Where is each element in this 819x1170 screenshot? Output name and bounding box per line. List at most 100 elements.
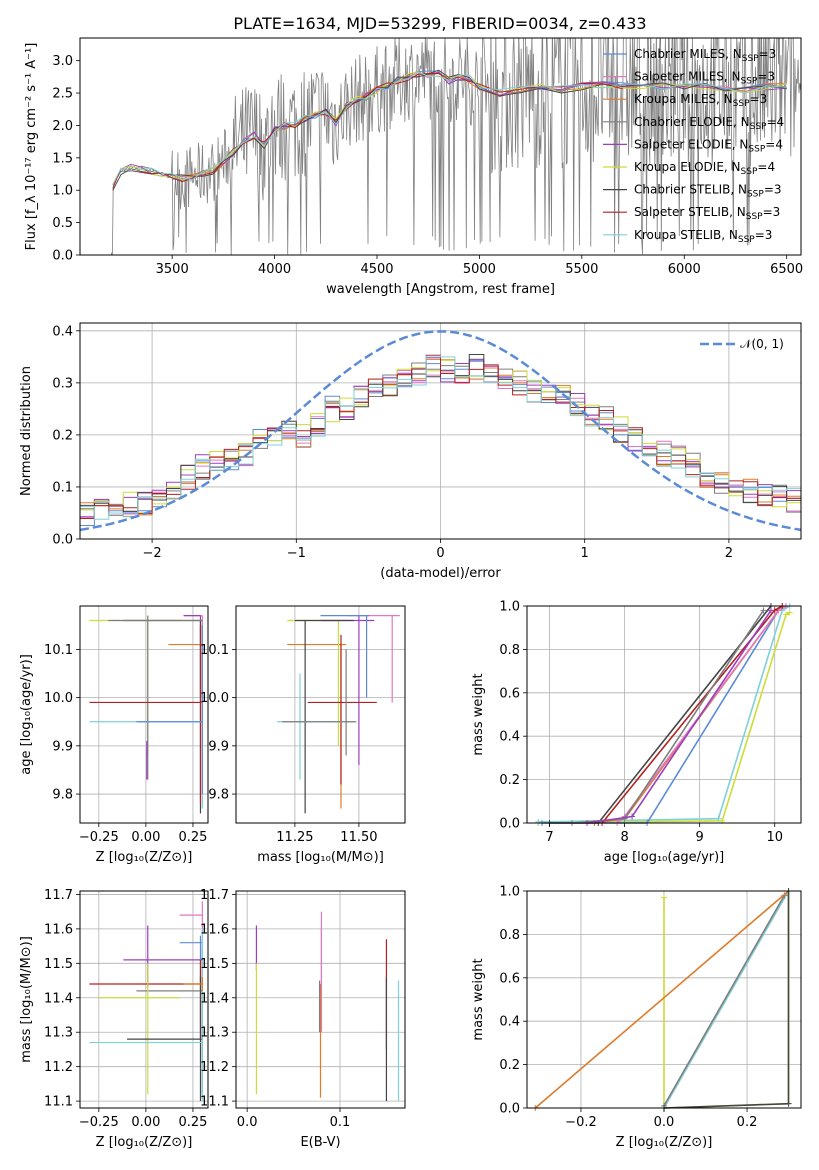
y-tick-label: 10.0 (200, 691, 229, 706)
y-tick-label: 2.0 (52, 119, 73, 134)
legend-sub: SSP (748, 144, 765, 154)
y-tick-label: 11.7 (200, 888, 229, 903)
histogram-kroupa-stelib (80, 355, 801, 520)
spectrum-plot-area (110, 38, 801, 255)
legend-tail: =3 (759, 47, 777, 61)
y-tick-label: 0.4 (499, 730, 520, 745)
cumulative-line (594, 605, 783, 824)
y-tick-label: 10.0 (44, 691, 73, 706)
legend-name: Kroupa STELIB, N (634, 228, 738, 242)
y-tick-label: 11.4 (44, 991, 73, 1006)
y-tick-label: 9.8 (208, 788, 229, 803)
x-tick-label: 6500 (770, 262, 803, 277)
x-tick-label: −0.2 (565, 1115, 597, 1130)
legend-sub: SSP (738, 235, 755, 245)
y-tick-label: 11.7 (44, 888, 73, 903)
y-axis-label: mass [log₁₀(M/M⊙)] (19, 936, 34, 1063)
x-tick-label: −0.25 (79, 1115, 119, 1130)
y-tick-label: 10.1 (200, 643, 229, 658)
axes-frame (79, 605, 209, 824)
x-axis-label: Z [log₁₀(Z/Z⊙)] (616, 1135, 713, 1150)
axes-frame (79, 890, 209, 1109)
x-axis-label: Z [log₁₀(Z/Z⊙)] (96, 1135, 193, 1150)
y-tick-label: 11.3 (200, 1026, 229, 1041)
y-tick-label: 0.6 (499, 686, 520, 701)
legend-entry: Salpeter STELIB, NSSP=3 (634, 205, 780, 222)
legend-sub: SSP (746, 212, 763, 222)
x-tick-label: 0.0 (237, 1115, 258, 1130)
age-vs-mass-panel: 11.25 11.50 9.8 9.9 10.0 10.1 mass [log₁₀(M/M⊙… (200, 605, 406, 865)
legend-tail: =4 (766, 115, 784, 129)
data-point (629, 813, 636, 820)
x-tick-label: −1 (287, 546, 306, 561)
normal-curve (80, 330, 801, 532)
residuals-plot-area (80, 330, 801, 532)
legend-entry: Chabrier MILES, NSSP=3 (634, 47, 776, 64)
mass-vs-Z-plot-area (89, 901, 203, 1102)
y-tick-label: 0.5 (52, 216, 73, 231)
y-tick-label: 9.9 (208, 739, 229, 754)
y-tick-label: 11.2 (44, 1060, 73, 1075)
x-axis-label: Z [log₁₀(Z/Z⊙)] (96, 850, 193, 865)
legend-entry: Kroupa ELODIE, NSSP=4 (634, 160, 775, 177)
cumulative-line (663, 890, 790, 1109)
y-tick-label: 11.1 (44, 1095, 73, 1110)
legend-sub: SSP (741, 77, 758, 87)
mass-vs-ebv-panel: 0.0 0.1 11.1 11.2 11.3 11.4 11.5 11.6 11.7 E(B-V) (200, 888, 406, 1150)
y-tick-label: 11.3 (44, 1026, 73, 1041)
x-axis-label: mass [log₁₀(M/M⊙)] (257, 850, 384, 865)
data-point (535, 818, 542, 825)
legend-entry: Kroupa STELIB, NSSP=3 (634, 228, 772, 245)
x-tick-label: 4000 (258, 262, 291, 277)
axes-frame (235, 890, 406, 1109)
spectrum-panel: 3500 4000 4500 5000 5500 6000 6500 0.0 0.5 1.0 1.5… (24, 37, 803, 297)
data-point (786, 609, 793, 616)
legend-entry: Salpeter MILES, NSSP=3 (634, 70, 775, 87)
y-tick-label: 1.5 (52, 151, 73, 166)
legend-sub: SSP (741, 167, 758, 177)
residuals-panel: −2 −1 0 1 2 0.0 0.1 0.2 0.3 0.4 (data-model)/error… (19, 322, 802, 581)
legend-sub: SSP (747, 190, 764, 200)
y-tick-label: 0.8 (499, 643, 520, 658)
y-tick-label: 9.9 (52, 739, 73, 754)
histogram-salpeter-stelib (80, 354, 801, 519)
legend-sub: SSP (733, 99, 750, 109)
data-point (782, 611, 789, 618)
y-tick-label: 0.4 (499, 1015, 520, 1030)
cumulative-line (663, 894, 786, 1107)
x-tick-label: 6000 (668, 262, 701, 277)
x-tick-label: 2 (725, 546, 733, 561)
cumulative-line (538, 611, 791, 824)
observed-spectrum (110, 38, 801, 255)
y-tick-label: 11.4 (200, 991, 229, 1006)
x-tick-label: 11.25 (276, 830, 313, 845)
y-axis-label: Normed distribution (19, 366, 34, 496)
age-vs-Z-panel: −0.25 0.00 0.25 9.8 9.9 10.0 10.1 Z [log₁₀(Z/Z⊙… (19, 605, 209, 865)
x-tick-label: 9 (696, 830, 704, 845)
axes-frame (526, 605, 802, 824)
x-tick-label: 0.0 (654, 1115, 675, 1130)
data-point (760, 607, 767, 614)
x-tick-label: 0.00 (131, 1115, 160, 1130)
y-axis-label: age [log₁₀(age/yr)] (19, 654, 34, 775)
x-axis-label: E(B-V) (300, 1135, 340, 1150)
y-tick-label: 1.0 (499, 885, 520, 900)
figure-title: PLATE=1634, MJD=53299, FIBERID=0034, z=0… (233, 14, 646, 33)
x-tick-label: 10 (766, 830, 783, 845)
x-axis-label: wavelength [Angstrom, rest frame] (326, 282, 555, 297)
legend-entry: Kroupa MILES, NSSP=3 (634, 92, 767, 109)
cum-age-panel: 7 8 9 10 0.0 0.2 0.4 0.6 0.8 1.0 age [log₁₀(age/yr… (471, 600, 802, 865)
cumulative-line (542, 605, 787, 824)
x-tick-label: 1 (581, 546, 589, 561)
legend-entry: Chabrier STELIB, NSSP=3 (634, 183, 782, 200)
y-tick-label: 0.4 (52, 324, 73, 339)
x-tick-label: 4500 (360, 262, 393, 277)
y-tick-label: 11.5 (200, 957, 229, 972)
y-tick-label: 9.8 (52, 788, 73, 803)
model-line-kroupa-elodie (112, 71, 787, 185)
axes-frame (79, 37, 802, 256)
y-tick-label: 1.0 (499, 600, 520, 615)
y-tick-label: 11.6 (200, 922, 229, 937)
legend-name: Salpeter STELIB, N (634, 205, 746, 219)
x-tick-label: 0.25 (178, 830, 207, 845)
